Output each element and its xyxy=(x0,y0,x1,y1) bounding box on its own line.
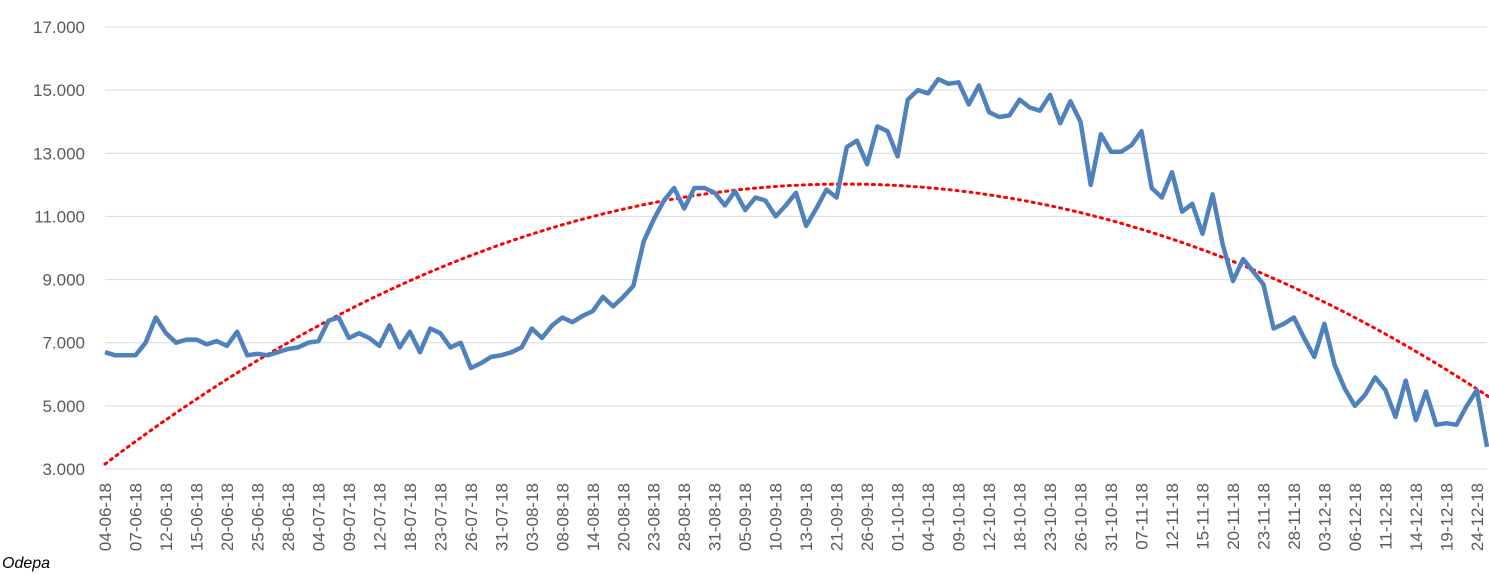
x-tick-label: 04-06-18 xyxy=(96,483,115,551)
x-tick-label: 28-11-18 xyxy=(1285,483,1304,550)
x-tick-label: 12-11-18 xyxy=(1163,483,1182,550)
x-tick-label: 23-08-18 xyxy=(645,483,664,551)
x-tick-label: 14-12-18 xyxy=(1407,483,1426,551)
x-tick-label: 28-08-18 xyxy=(675,483,694,551)
y-tick-label: 9.000 xyxy=(42,271,85,290)
x-tick-label: 23-10-18 xyxy=(1041,483,1060,551)
x-tick-label: 04-07-18 xyxy=(309,483,328,551)
x-tick-label: 15-06-18 xyxy=(187,483,206,551)
x-tick-label: 03-08-18 xyxy=(523,483,542,551)
x-tick-label: 01-10-18 xyxy=(889,483,908,551)
x-tick-label: 31-07-18 xyxy=(492,483,511,551)
x-tick-label: 09-07-18 xyxy=(340,483,359,551)
x-tick-label: 26-10-18 xyxy=(1072,483,1091,551)
x-tick-label: 05-09-18 xyxy=(736,483,755,551)
x-tick-label: 04-10-18 xyxy=(919,483,938,551)
x-tick-label: 23-07-18 xyxy=(431,483,450,551)
x-tick-label: 10-09-18 xyxy=(767,483,786,551)
x-tick-label: 26-09-18 xyxy=(858,483,877,551)
data-line xyxy=(104,76,1489,448)
y-tick-label: 3.000 xyxy=(42,460,85,479)
x-tick-label: 07-11-18 xyxy=(1133,483,1152,550)
x-tick-label: 15-11-18 xyxy=(1193,483,1212,550)
x-tick-label: 08-08-18 xyxy=(553,483,572,551)
x-tick-label: 11-12-18 xyxy=(1376,483,1395,550)
x-tick-label: 28-06-18 xyxy=(279,483,298,551)
x-tick-label: 03-12-18 xyxy=(1315,483,1334,551)
x-tick-label: 12-06-18 xyxy=(157,483,176,551)
x-tick-label: 19-12-18 xyxy=(1437,483,1456,551)
y-tick-label: 13.000 xyxy=(33,144,85,163)
x-tick-label: 07-06-18 xyxy=(126,483,145,551)
x-tick-label: 24-12-18 xyxy=(1468,483,1487,551)
x-tick-label: 23-11-18 xyxy=(1254,483,1273,550)
x-tick-label: 14-08-18 xyxy=(584,483,603,551)
y-tick-label: 5.000 xyxy=(42,397,85,416)
x-tick-label: 20-06-18 xyxy=(218,483,237,551)
x-tick-label: 12-07-18 xyxy=(370,483,389,551)
x-tick-label: 25-06-18 xyxy=(248,483,267,551)
x-tick-label: 18-10-18 xyxy=(1011,483,1030,551)
x-tick-label: 26-07-18 xyxy=(462,483,481,551)
x-tick-label: 31-08-18 xyxy=(706,483,725,551)
y-tick-label: 11.000 xyxy=(34,207,85,226)
y-tick-label: 15.000 xyxy=(33,81,85,100)
x-tick-label: 13-09-18 xyxy=(797,483,816,551)
y-tick-label: 17.000 xyxy=(33,18,85,37)
x-tick-label: 09-10-18 xyxy=(950,483,969,551)
x-tick-label: 20-08-18 xyxy=(614,483,633,551)
y-tick-label: 7.000 xyxy=(42,334,85,353)
x-tick-label: 18-07-18 xyxy=(401,483,420,551)
source: Odepa xyxy=(2,555,50,572)
x-tick-label: 20-11-18 xyxy=(1224,483,1243,550)
x-tick-label: 21-09-18 xyxy=(828,483,847,551)
x-tick-label: 06-12-18 xyxy=(1346,483,1365,551)
x-tick-label: 31-10-18 xyxy=(1102,483,1121,551)
x-tick-label: 12-10-18 xyxy=(980,483,999,551)
